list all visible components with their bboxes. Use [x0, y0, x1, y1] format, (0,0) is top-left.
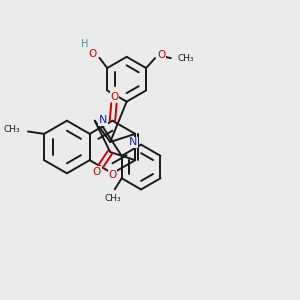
- Text: H: H: [81, 38, 88, 49]
- Text: N: N: [99, 115, 107, 125]
- Text: O: O: [110, 92, 119, 101]
- Text: O: O: [89, 49, 97, 59]
- Text: O: O: [93, 167, 101, 177]
- Text: CH₃: CH₃: [105, 194, 122, 203]
- Text: N: N: [129, 137, 137, 147]
- Text: O: O: [158, 50, 166, 60]
- Text: CH₃: CH₃: [177, 54, 194, 63]
- Text: O: O: [108, 170, 117, 180]
- Text: CH₃: CH₃: [4, 125, 20, 134]
